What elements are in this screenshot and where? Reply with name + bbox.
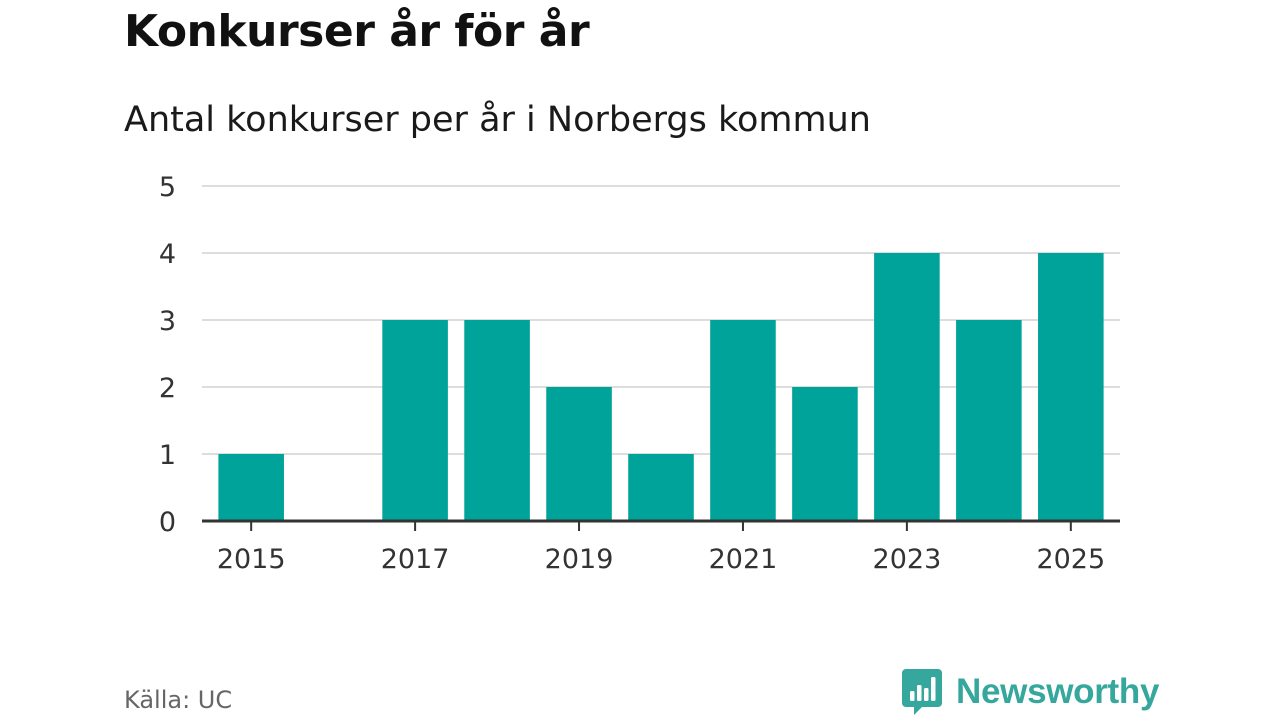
bar-2019 [546,387,612,521]
brand-name: Newsworthy [956,672,1160,711]
x-tick-label-2015: 2015 [217,544,286,575]
x-tick-label-2025: 2025 [1036,544,1105,575]
brand-logo: Newsworthy [902,669,1160,715]
x-tick-label-2023: 2023 [873,544,942,575]
bar-2022 [792,387,858,521]
x-tick-label-2021: 2021 [709,544,778,575]
source-note: Källa: UC [124,686,233,714]
x-tick-label-2019: 2019 [545,544,614,575]
chart-subtitle: Antal konkurser per år i Norbergs kommun [124,100,871,140]
x-tick-label-2017: 2017 [381,544,450,575]
bar-2021 [710,320,776,521]
bar-2023 [874,253,940,521]
chart-title: Konkurser år för år [124,6,590,57]
y-tick-label-0: 0 [159,507,176,538]
y-tick-label-3: 3 [159,306,176,337]
y-tick-label-2: 2 [159,373,176,404]
bar-2018 [464,320,530,521]
y-tick-label-5: 5 [159,172,176,203]
y-tick-label-4: 4 [159,239,176,270]
bar-chart-speech-bubble-icon [902,669,942,715]
bar-2015 [218,454,284,521]
y-tick-label-1: 1 [159,440,176,471]
bar-2020 [628,454,694,521]
bar-2024 [956,320,1022,521]
bar-2017 [382,320,448,521]
bar-2025 [1038,253,1104,521]
